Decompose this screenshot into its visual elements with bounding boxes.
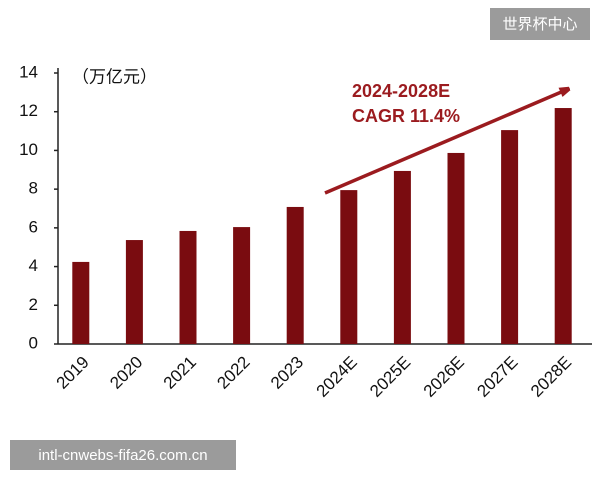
y-tick-label: 14 — [19, 62, 38, 81]
footer: intl-cnwebs-fifa26.com.cn — [38, 447, 207, 464]
x-tick-label: 2026E — [420, 353, 468, 401]
bar — [393, 170, 411, 344]
footer-bg — [10, 440, 236, 470]
x-tick-label: 2023 — [267, 353, 307, 393]
annotation: CAGR 11.4% — [352, 106, 460, 126]
watermark-bg — [490, 8, 590, 40]
y-tick-label: 2 — [29, 295, 38, 314]
y-tick-label: 8 — [29, 179, 38, 198]
y-tick-label: 4 — [29, 256, 38, 275]
bar — [72, 261, 90, 344]
x-tick-label: 2020 — [106, 353, 146, 393]
x-tick-label: 2027E — [473, 353, 521, 401]
x-tick-label: 2019 — [53, 353, 93, 393]
bar — [125, 240, 143, 344]
y-tick-label: 12 — [19, 101, 38, 120]
trend-arrow — [324, 90, 566, 195]
x-tick-label: 2028E — [527, 353, 575, 401]
y-tick-label: 0 — [29, 333, 38, 352]
bar — [501, 130, 519, 344]
y-tick-label: 10 — [19, 140, 38, 159]
y-tick-label: 6 — [29, 217, 38, 236]
bar — [340, 190, 358, 344]
unit-label: （万亿元） — [72, 67, 157, 86]
bar — [179, 230, 197, 344]
x-tick-label: 2025E — [366, 353, 414, 401]
x-tick-label: 2021 — [160, 353, 200, 393]
x-tick-label: 2024E — [313, 353, 361, 401]
bar — [233, 227, 251, 344]
x-tick-label: 2022 — [213, 353, 253, 393]
annotation: 2024-2028E — [352, 81, 450, 101]
bar — [447, 152, 465, 344]
watermark: 世界杯中心 — [502, 16, 577, 33]
bar — [286, 206, 304, 344]
bar — [554, 108, 572, 344]
